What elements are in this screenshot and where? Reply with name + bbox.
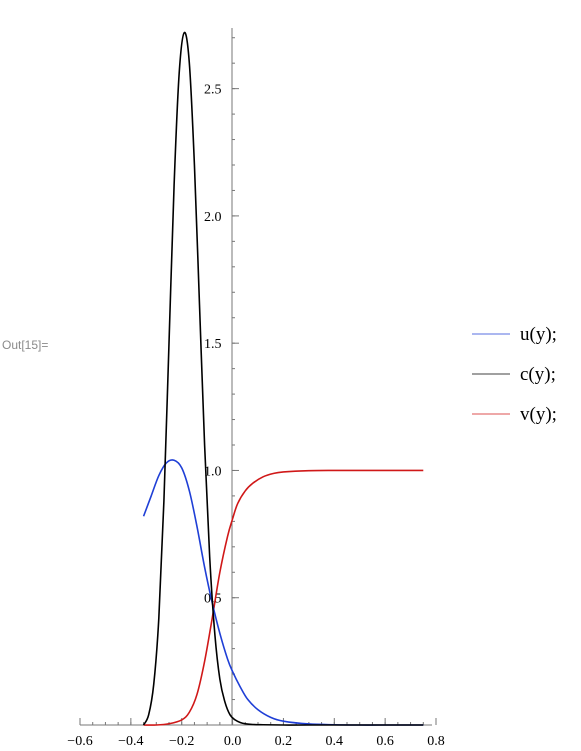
x-tick-label: 0.6 (376, 734, 394, 749)
series-line-vy (143, 469, 424, 726)
legend-label: u(y); (520, 324, 557, 345)
y-tick-label: 2.5 (204, 83, 222, 98)
legend-label: c(y); (520, 364, 556, 385)
x-tick-label: −0.2 (169, 734, 194, 749)
axes: −0.6 −0.4 −0.2 0.0 0.2 0.4 0.6 0.80.51.01.52.02… (67, 28, 445, 749)
x-tick-label: −0.4 (118, 734, 143, 749)
legend-label: v(y); (520, 404, 557, 425)
x-tick-label: 0.0 (224, 734, 242, 749)
x-tick-label: 0.8 (427, 734, 445, 749)
series-line-cy (142, 31, 424, 726)
series-line-uy (142, 459, 424, 726)
x-tick-label: 0.2 (275, 734, 293, 749)
y-tick-label: 2.0 (204, 210, 222, 225)
cell-output-label: Out[15]= (2, 338, 49, 352)
legend: u(y); c(y); v(y); (472, 324, 557, 425)
y-tick-label: 1.0 (204, 464, 222, 479)
x-tick-label: −0.6 (67, 734, 92, 749)
series-group (142, 31, 424, 726)
y-tick-label: 1.5 (204, 337, 222, 352)
x-tick-label: 0.4 (326, 734, 344, 749)
